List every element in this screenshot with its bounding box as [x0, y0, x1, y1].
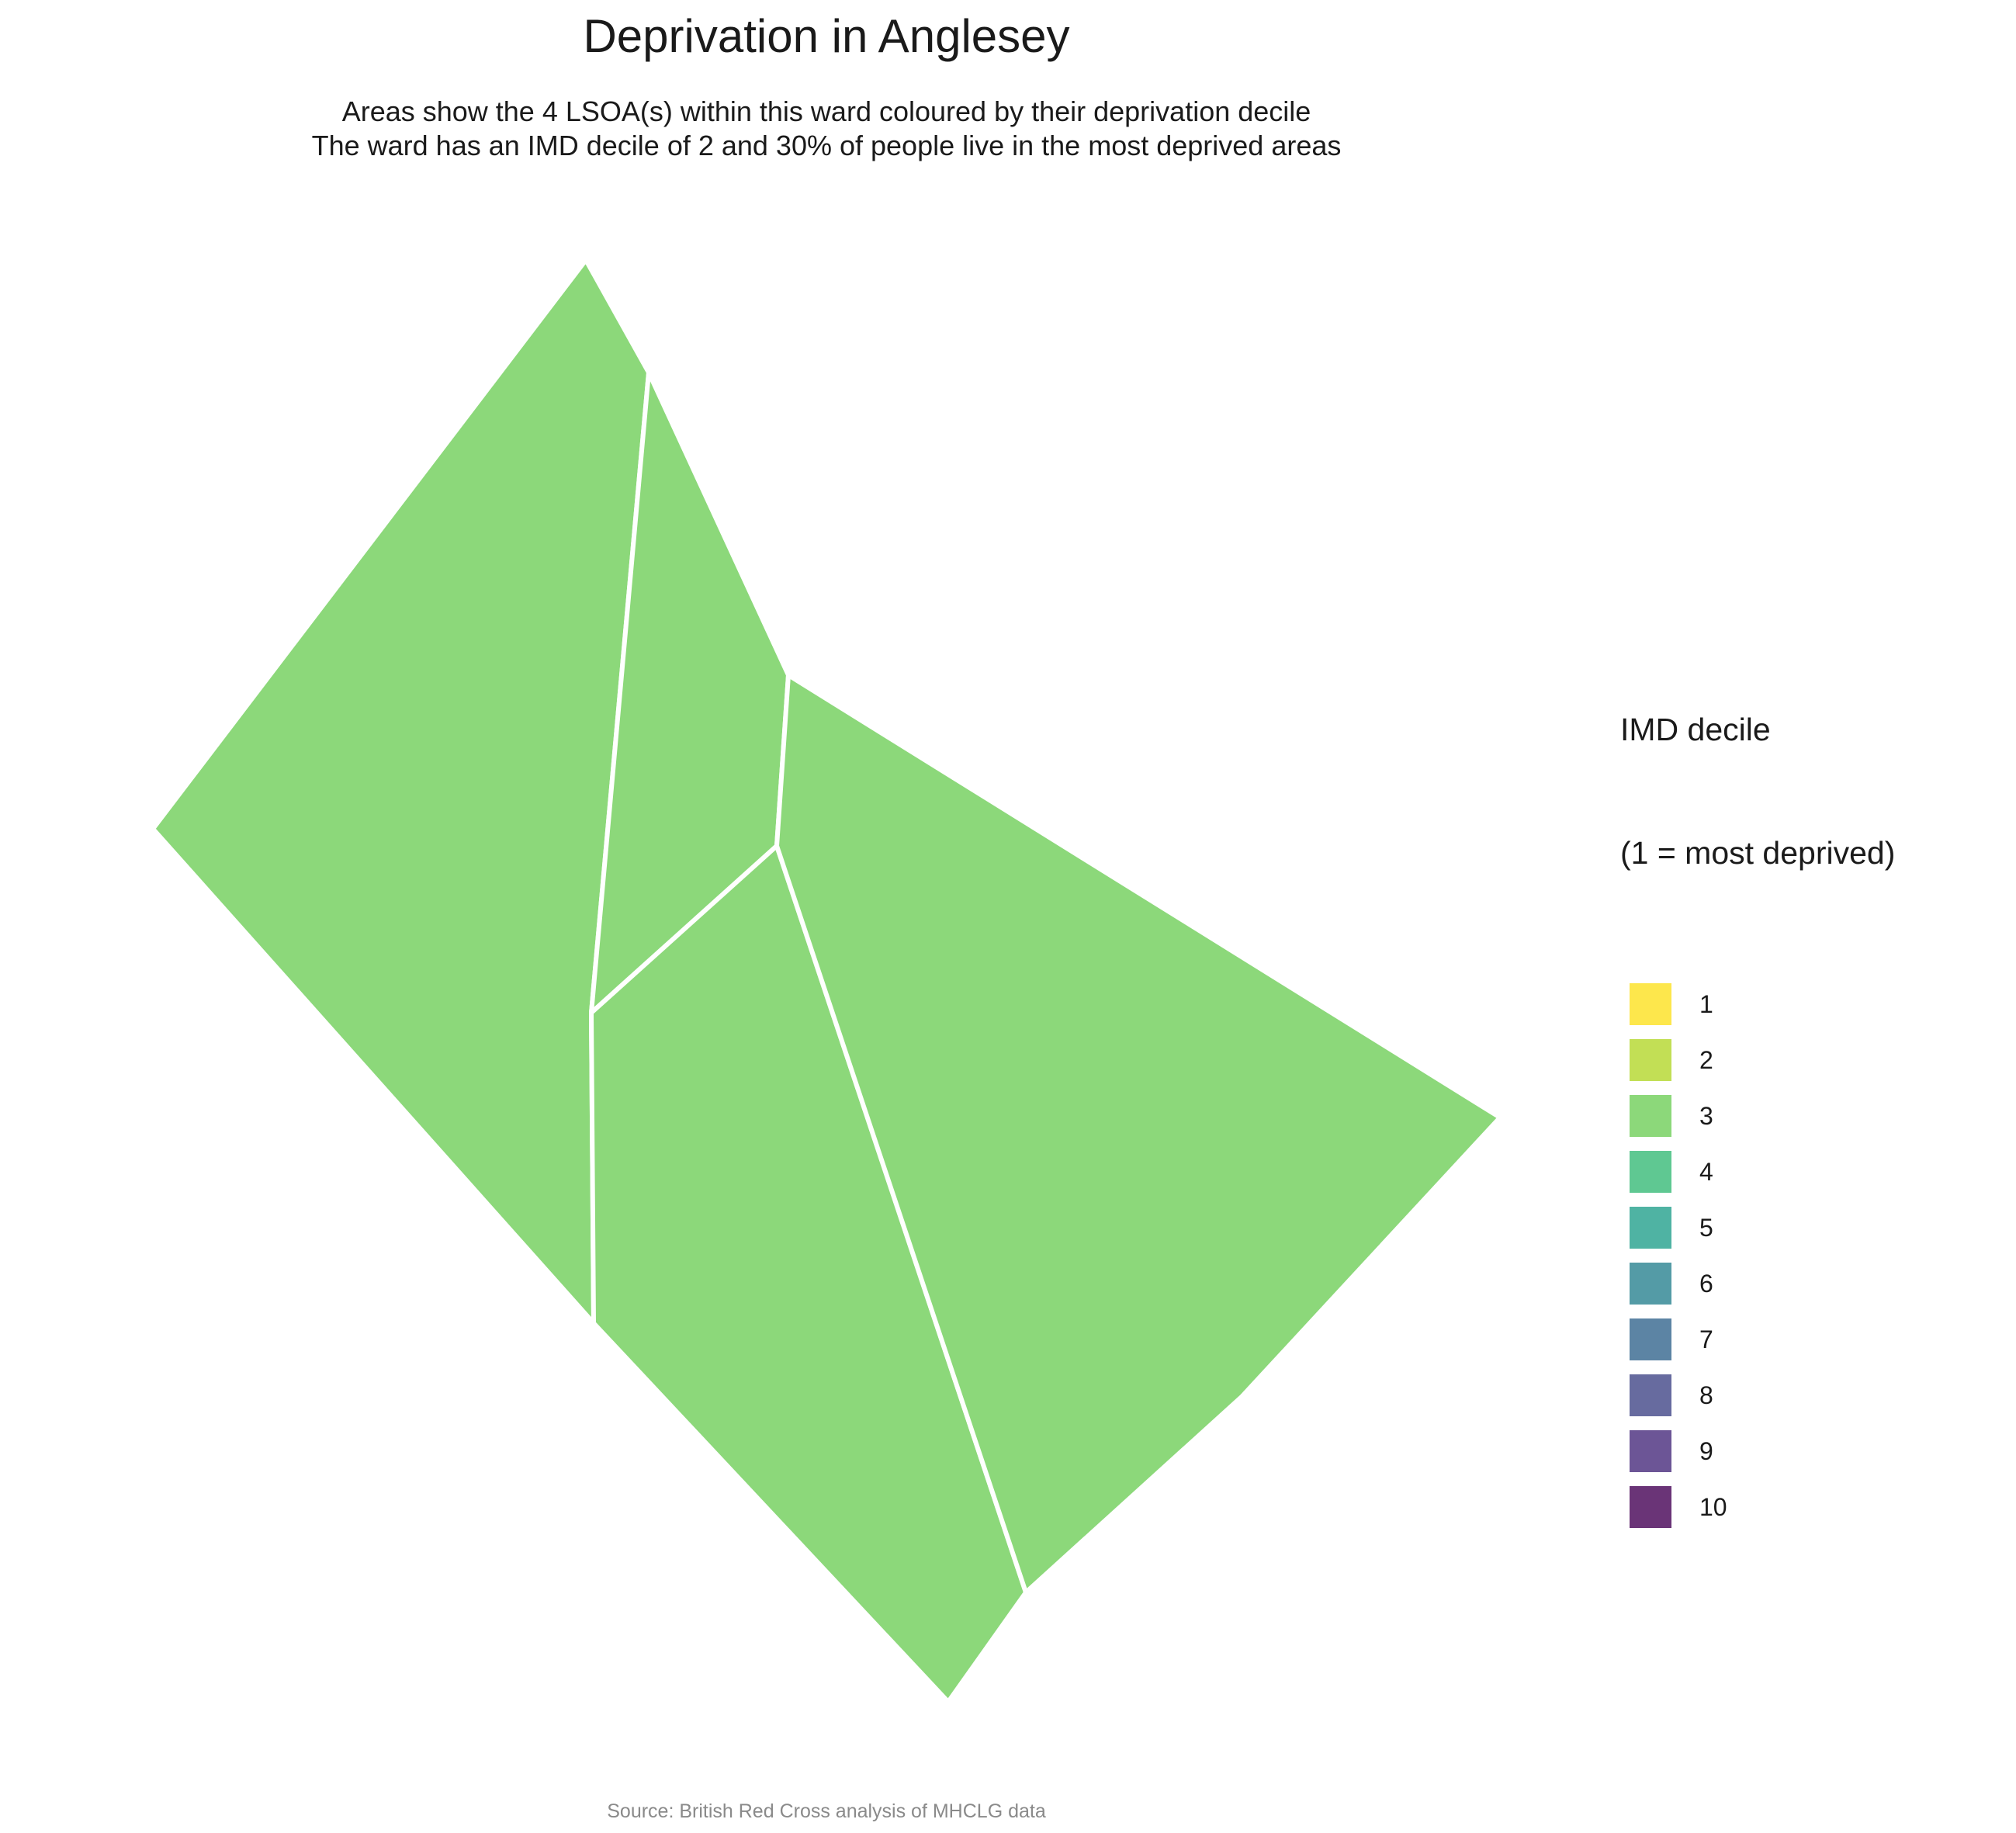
- legend-label: 1: [1699, 989, 1713, 1018]
- legend-item-1: 1: [1620, 976, 1895, 1032]
- legend-swatch: [1630, 1374, 1671, 1416]
- legend-title-line-1: IMD decile: [1620, 712, 1771, 747]
- legend-item-8: 8: [1620, 1367, 1895, 1423]
- legend-label: 3: [1699, 1101, 1713, 1130]
- legend-swatch: [1630, 1151, 1671, 1193]
- source-caption: Source: British Red Cross analysis of MH…: [607, 1800, 1046, 1822]
- lsoa-area-east: [774, 673, 1502, 1595]
- legend-swatch: [1630, 1039, 1671, 1081]
- legend-label: 4: [1699, 1157, 1713, 1186]
- lsoa-area-west: [151, 258, 651, 1325]
- legend-item-3: 3: [1620, 1088, 1895, 1144]
- legend-title-line-2: (1 = most deprived): [1620, 835, 1896, 871]
- legend-label: 5: [1699, 1213, 1713, 1242]
- legend-label: 9: [1699, 1436, 1713, 1465]
- legend-label: 7: [1699, 1325, 1713, 1353]
- map-title: Deprivation in Anglesey: [583, 10, 1070, 62]
- map-subtitle: Areas show the 4 LSOA(s) within this war…: [0, 95, 1653, 163]
- legend-item-10: 10: [1620, 1479, 1895, 1535]
- subtitle-line-1: Areas show the 4 LSOA(s) within this war…: [341, 95, 1311, 127]
- subtitle-line-2: The ward has an IMD decile of 2 and 30% …: [311, 130, 1342, 161]
- legend-swatch: [1630, 1207, 1671, 1249]
- legend-items: 1 2 3 4 5 6 7 8 9 10: [1620, 976, 1895, 1535]
- legend-swatch: [1630, 1263, 1671, 1305]
- legend-label: 2: [1699, 1045, 1713, 1074]
- legend-label: 8: [1699, 1381, 1713, 1409]
- lsoa-area-south-central: [589, 844, 1028, 1704]
- legend-label: 10: [1699, 1492, 1727, 1521]
- legend-item-2: 2: [1620, 1032, 1895, 1088]
- legend-label: 6: [1699, 1269, 1713, 1298]
- legend-swatch: [1630, 1486, 1671, 1528]
- legend-swatch: [1630, 1430, 1671, 1472]
- legend-title: IMD decile (1 = most deprived): [1620, 627, 1895, 956]
- legend-item-7: 7: [1620, 1312, 1895, 1367]
- legend-item-4: 4: [1620, 1144, 1895, 1200]
- legend: IMD decile (1 = most deprived) 1 2 3 4 5…: [1620, 627, 1895, 1535]
- legend-swatch: [1630, 1318, 1671, 1360]
- legend-swatch: [1630, 983, 1671, 1025]
- legend-item-9: 9: [1620, 1423, 1895, 1479]
- legend-item-6: 6: [1620, 1256, 1895, 1312]
- legend-swatch: [1630, 1095, 1671, 1137]
- legend-item-5: 5: [1620, 1200, 1895, 1256]
